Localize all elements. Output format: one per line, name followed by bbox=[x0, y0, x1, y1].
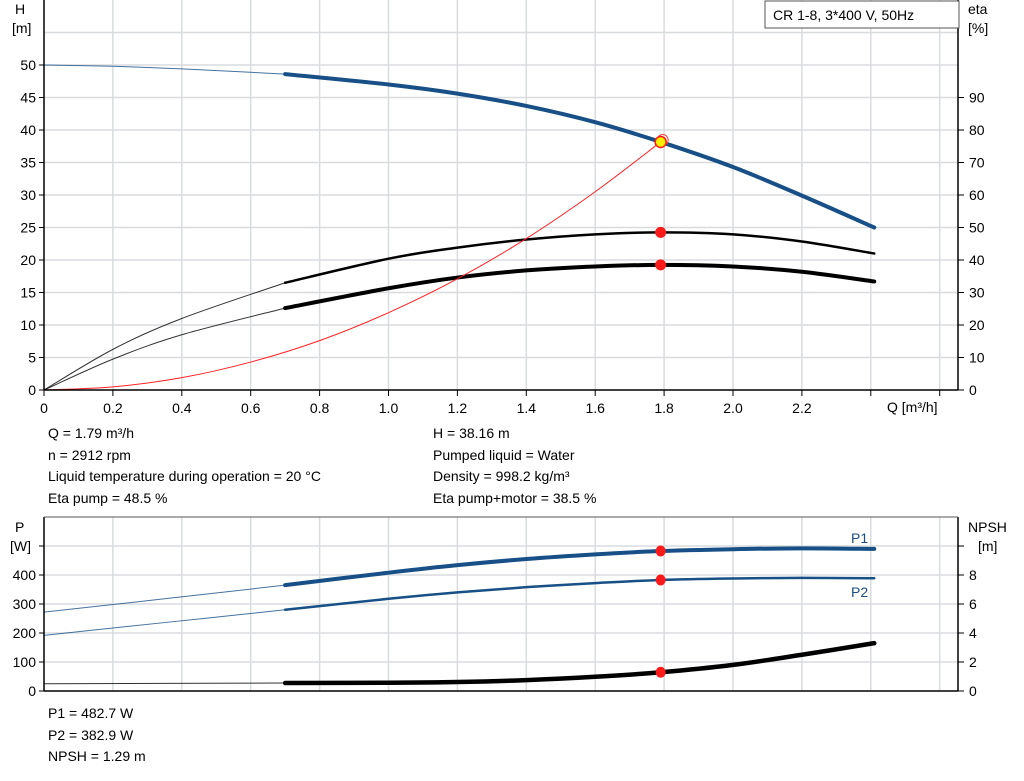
y-tick-label: 25 bbox=[20, 220, 36, 236]
y-tick-label: 50 bbox=[20, 57, 36, 73]
y-tick-label: 35 bbox=[20, 155, 36, 171]
y2-tick-label: 90 bbox=[969, 90, 985, 106]
axes bbox=[39, 0, 964, 692]
y2-tick-label: 8 bbox=[969, 567, 977, 583]
x-tick-label: 1.4 bbox=[517, 400, 537, 416]
series-line-NPSH bbox=[282, 640, 877, 686]
y2-axis-label-eta: eta bbox=[968, 1, 988, 17]
x-tick-label: 0.4 bbox=[172, 400, 192, 416]
series-line-P2-extrapolated bbox=[43, 609, 286, 636]
info-eta-pump: Eta pump = 48.5 % bbox=[48, 489, 168, 506]
y2-tick-label: 50 bbox=[969, 220, 985, 236]
y2-axis-unit-eta: [%] bbox=[968, 20, 988, 36]
y-tick-label: 15 bbox=[20, 285, 36, 301]
y-tick-label: 10 bbox=[20, 317, 36, 333]
duty-point-eta-pump bbox=[655, 226, 667, 238]
y2-tick-label: 70 bbox=[969, 155, 985, 171]
y2-tick-label: 0 bbox=[969, 382, 977, 398]
y-tick-label: 300 bbox=[13, 596, 37, 612]
chart-title: CR 1-8, 3*400 V, 50Hz bbox=[773, 7, 914, 23]
info-head: H = 38.16 m bbox=[433, 425, 510, 441]
info-liquid-temp: Liquid temperature during operation = 20… bbox=[48, 468, 321, 484]
duty-point-npsh bbox=[655, 666, 666, 678]
x-tick-label: 1.6 bbox=[585, 400, 605, 416]
y2-tick-label: 0 bbox=[969, 683, 977, 699]
series-label-p1: P1 bbox=[851, 530, 868, 546]
y2-tick-label: 10 bbox=[969, 350, 985, 366]
y2-tick-label: 2 bbox=[969, 654, 977, 670]
y-tick-label: 5 bbox=[28, 350, 36, 366]
series-line-system bbox=[43, 141, 661, 391]
y-axis-unit-h: [m] bbox=[12, 20, 31, 36]
y-tick-label: 200 bbox=[13, 625, 37, 641]
y-tick-label: 20 bbox=[20, 252, 36, 268]
series-line-H-extrapolated bbox=[43, 64, 286, 75]
series-line-P1-extrapolated bbox=[43, 584, 286, 613]
info-flow: Q = 1.79 m³/h bbox=[48, 425, 134, 441]
y-axis-label-h: H bbox=[15, 1, 25, 17]
y2-tick-label: 6 bbox=[969, 596, 977, 612]
y2-tick-label: 20 bbox=[969, 317, 985, 333]
series-line-eta_pump-extrapolated bbox=[43, 282, 286, 391]
duty-point-p1 bbox=[655, 545, 666, 557]
y2-tick-label: 40 bbox=[969, 252, 985, 268]
info-pumped-liquid: Pumped liquid = Water bbox=[433, 446, 575, 463]
series-line-eta_pump bbox=[283, 231, 876, 284]
y-tick-label: 30 bbox=[20, 187, 36, 203]
series-line-H bbox=[283, 72, 877, 230]
info-density: Density = 998.2 kg/m³ bbox=[433, 468, 570, 484]
bottom-grid bbox=[44, 517, 958, 691]
top-grid bbox=[44, 0, 958, 390]
legend-box: CR 1-8, 3*400 V, 50Hz bbox=[764, 0, 960, 29]
y2-axis-unit-npsh: [m] bbox=[978, 538, 997, 554]
y2-tick-label: 4 bbox=[969, 625, 977, 641]
y2-axis-label-npsh: NPSH bbox=[968, 519, 1007, 535]
info-eta-pump-motor: Eta pump+motor = 38.5 % bbox=[433, 489, 597, 506]
x-tick-label: 2.2 bbox=[792, 400, 812, 416]
duty-point-p2 bbox=[655, 574, 666, 586]
y-tick-label: 0 bbox=[28, 683, 36, 699]
x-tick-label: 1.8 bbox=[654, 400, 674, 416]
y-tick-label: 45 bbox=[20, 90, 36, 106]
x-tick-label: 0.2 bbox=[103, 400, 123, 416]
y-tick-label: 0 bbox=[28, 382, 36, 398]
x-tick-label: 0.8 bbox=[310, 400, 330, 416]
x-tick-label: 0 bbox=[40, 400, 48, 416]
info-speed: n = 2912 rpm bbox=[48, 446, 131, 463]
duty-point-eta-pump-motor bbox=[655, 259, 667, 271]
tick-labels: 0510152025303540455001020304050607080900… bbox=[13, 57, 985, 699]
curves bbox=[43, 64, 877, 686]
info-left: Q = 1.79 m³/h n = 2912 rpm Liquid temper… bbox=[48, 423, 321, 509]
series-line-eta_pump_motor bbox=[283, 262, 877, 311]
x-tick-label: 1.2 bbox=[448, 400, 468, 416]
y2-tick-label: 80 bbox=[969, 122, 985, 138]
x-tick-label: 2.0 bbox=[723, 400, 743, 416]
series-line-eta_pump_motor-extrapolated bbox=[43, 307, 286, 391]
info-p1: P1 = 482.7 W bbox=[48, 705, 134, 721]
info-p2: P2 = 382.9 W bbox=[48, 726, 134, 743]
info-npsh: NPSH = 1.29 m bbox=[48, 748, 146, 764]
x-tick-label: 1.0 bbox=[379, 400, 399, 416]
x-tick-label: 0.6 bbox=[241, 400, 261, 416]
series-line-P2 bbox=[283, 576, 876, 612]
y-tick-label: 400 bbox=[13, 567, 37, 583]
info-bottom: P1 = 482.7 W P2 = 382.9 W NPSH = 1.29 m bbox=[48, 703, 146, 768]
y-tick-label: 100 bbox=[13, 654, 37, 670]
y-axis-label-p: P bbox=[15, 519, 24, 535]
info-right: H = 38.16 m Pumped liquid = Water Densit… bbox=[433, 423, 596, 509]
series-line-P1 bbox=[283, 546, 877, 588]
series-line-NPSH-extrapolated bbox=[43, 682, 286, 685]
duty-point-head bbox=[654, 135, 667, 149]
series-label-p2: P2 bbox=[851, 584, 868, 600]
y2-tick-label: 60 bbox=[969, 187, 985, 203]
y-tick-label: 40 bbox=[20, 122, 36, 138]
x-axis-label: Q [m³/h] bbox=[887, 399, 938, 415]
y-axis-unit-p: [W] bbox=[10, 538, 31, 554]
y2-tick-label: 30 bbox=[969, 285, 985, 301]
